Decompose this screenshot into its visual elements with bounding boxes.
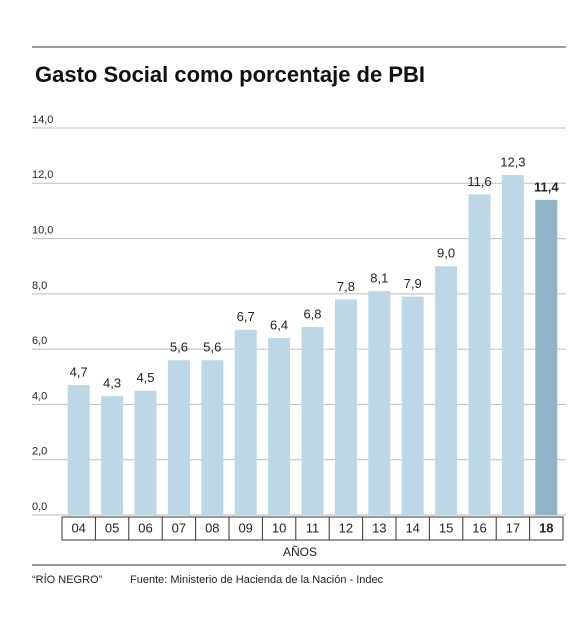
value-label: 7,9: [404, 276, 422, 291]
value-label: 6,7: [237, 309, 255, 324]
value-label: 6,8: [303, 306, 321, 321]
y-tick-label: 6,0: [32, 335, 47, 347]
x-tick-label: 10: [272, 520, 286, 535]
bar: [268, 338, 291, 515]
x-tick-label: 06: [138, 520, 152, 535]
y-tick-label: 14,0: [32, 114, 53, 126]
value-label: 4,7: [70, 365, 88, 380]
y-tick-label: 0,0: [32, 501, 47, 513]
bar: [101, 396, 124, 515]
x-axis-box: [61, 516, 564, 541]
bar: [201, 360, 224, 515]
bar: [535, 199, 558, 515]
source-note: “RÍO NEGRO”: [32, 573, 103, 586]
value-label: 4,5: [136, 370, 154, 385]
value-label: 5,6: [170, 340, 188, 355]
source: Fuente: Ministerio de Hacienda de la Nac…: [130, 574, 384, 586]
x-tick-label: 14: [405, 520, 419, 535]
bar: [435, 266, 458, 515]
x-tick-label: 17: [506, 520, 520, 535]
x-tick-label: 15: [439, 520, 453, 535]
x-tick-label: 08: [205, 520, 219, 535]
bar: [334, 299, 357, 515]
y-tick-label: 4,0: [32, 390, 47, 402]
value-label: 6,4: [270, 318, 288, 333]
bar: [468, 194, 491, 516]
value-label: 5,6: [203, 340, 221, 355]
bar: [368, 291, 391, 515]
value-label: 8,1: [370, 271, 388, 286]
x-tick-label: 07: [172, 520, 186, 535]
value-label: 9,0: [437, 246, 455, 261]
x-tick-label: 12: [339, 520, 353, 535]
x-tick-label: 11: [306, 520, 320, 535]
bar: [134, 390, 157, 515]
bar: [67, 385, 90, 515]
value-label: 4,3: [103, 376, 121, 391]
value-label: 7,8: [337, 279, 355, 294]
y-tick-label: 8,0: [32, 280, 47, 292]
value-label: 12,3: [500, 154, 525, 169]
x-tick-label: 16: [472, 520, 486, 535]
value-label: 11,6: [467, 174, 491, 189]
x-tick-label: 04: [71, 520, 85, 535]
bar: [501, 174, 524, 515]
x-tick-label: 13: [372, 520, 386, 535]
y-tick-label: 12,0: [32, 169, 53, 181]
chart-title: Gasto Social como porcentaje de PBI: [35, 62, 425, 87]
x-tick-label: 09: [238, 520, 252, 535]
value-label: 11,4: [534, 179, 559, 194]
y-tick-label: 10,0: [32, 224, 53, 236]
x-axis-label: AÑOS: [283, 545, 317, 559]
bar: [234, 329, 257, 515]
bar: [167, 360, 190, 515]
y-tick-label: 2,0: [32, 446, 47, 458]
bar: [301, 327, 324, 515]
bar: [401, 296, 424, 515]
x-tick-label: 18: [539, 520, 553, 535]
x-tick-label: 05: [105, 520, 119, 535]
